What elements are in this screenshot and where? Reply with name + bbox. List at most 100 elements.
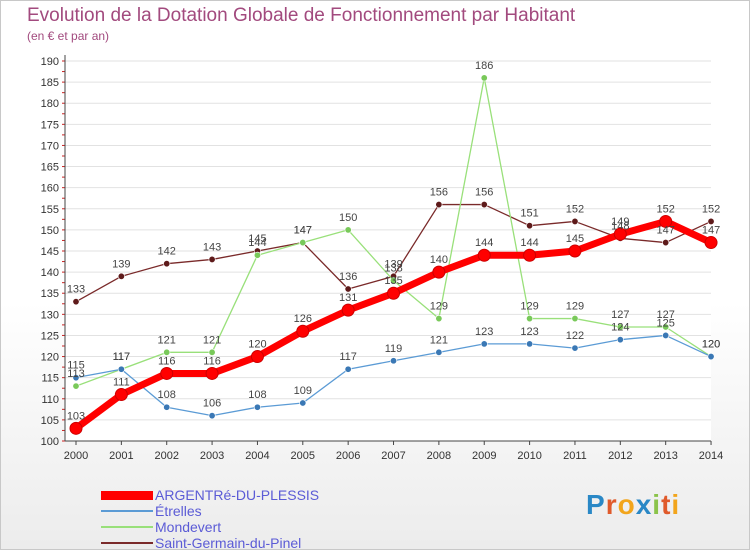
x-tick-label: 2006	[336, 450, 360, 462]
data-label-2: 129	[430, 301, 448, 313]
data-point-1	[616, 336, 624, 344]
data-label-1: 108	[158, 389, 176, 401]
data-label-2: 121	[158, 334, 176, 346]
data-label-3: 139	[112, 258, 130, 270]
data-label-3: 143	[203, 241, 221, 253]
y-tick-label: 145	[41, 246, 59, 258]
legend-label: ARGENTRé-DU-PLESSIS	[155, 487, 320, 503]
data-label-3: 136	[339, 271, 357, 283]
data-point-2	[163, 348, 171, 356]
data-label-0: 120	[248, 339, 266, 351]
data-point-0	[704, 236, 718, 250]
x-tick-label: 2014	[699, 450, 723, 462]
data-point-2	[571, 315, 579, 323]
data-point-0	[69, 421, 83, 435]
y-tick-label: 155	[41, 204, 59, 216]
data-label-1: 117	[339, 351, 357, 363]
data-label-3: 156	[430, 187, 448, 199]
data-label-1: 115	[67, 360, 85, 372]
data-label-2: 186	[475, 60, 493, 72]
data-label-0: 126	[294, 313, 312, 325]
data-label-1: 125	[657, 317, 675, 329]
data-label-2: 127	[611, 309, 629, 321]
line-chart: 100 105 110 115 120 125 130 135 140 145 150 155 160 1…	[41, 55, 723, 462]
data-point-1	[208, 412, 216, 420]
data-label-1: 108	[248, 389, 266, 401]
data-label-0: 111	[113, 377, 130, 389]
y-tick-label: 100	[41, 436, 59, 448]
data-point-3	[662, 239, 670, 247]
data-label-1: 106	[203, 398, 221, 410]
data-point-0	[613, 227, 627, 241]
data-label-0: 131	[339, 292, 357, 304]
data-label-2: 113	[67, 368, 85, 380]
data-point-0	[523, 248, 537, 262]
data-point-2	[253, 251, 261, 259]
x-tick-label: 2010	[517, 450, 541, 462]
x-tick-label: 2001	[109, 450, 133, 462]
data-point-0	[477, 248, 491, 262]
legend: ARGENTRé-DU-PLESSIS Étrelles Mondevert Sain…	[101, 487, 319, 551]
x-tick-label: 2011	[563, 450, 587, 462]
data-label-3: 147	[657, 225, 675, 237]
legend-swatch	[101, 490, 153, 500]
legend-label: Étrelles	[155, 503, 202, 519]
data-label-0: 147	[702, 225, 720, 237]
data-label-1: 123	[475, 326, 493, 338]
y-tick-label: 170	[41, 140, 59, 152]
data-label-2: 127	[657, 309, 675, 321]
data-label-2: 150	[339, 212, 357, 224]
data-label-3: 148	[611, 220, 629, 232]
data-label-3: 145	[248, 233, 266, 245]
data-point-0	[341, 303, 355, 317]
data-label-0: 145	[566, 233, 584, 245]
data-point-3	[435, 201, 443, 209]
data-label-1: 117	[113, 351, 131, 363]
data-point-0	[432, 265, 446, 279]
data-point-2	[208, 348, 216, 356]
x-tick-label: 2012	[608, 450, 632, 462]
data-label-3: 139	[384, 258, 402, 270]
chart-subtitle: (en € et par an)	[27, 29, 110, 43]
data-point-0	[160, 366, 174, 380]
data-point-2	[526, 315, 534, 323]
data-point-0	[296, 324, 310, 338]
data-label-1: 119	[385, 343, 403, 355]
proxiti-logo: Proxiti	[586, 489, 681, 520]
x-tick-label: 2005	[291, 450, 315, 462]
y-tick-label: 135	[41, 288, 59, 300]
data-label-0: 116	[203, 355, 221, 367]
x-tick-label: 2013	[653, 450, 677, 462]
data-label-0: 144	[475, 237, 493, 249]
data-point-1	[662, 331, 670, 339]
y-tick-label: 110	[41, 394, 59, 406]
y-tick-label: 150	[41, 225, 59, 237]
data-point-1	[526, 340, 534, 348]
data-label-0: 103	[67, 410, 85, 422]
y-tick-label: 190	[41, 56, 59, 68]
data-label-0: 149	[611, 216, 629, 228]
data-point-1	[480, 340, 488, 348]
legend-swatch	[101, 526, 153, 528]
y-tick-label: 180	[41, 98, 59, 110]
data-label-2: 117	[113, 351, 131, 363]
data-point-2	[616, 323, 624, 331]
data-label-3: 133	[67, 284, 85, 296]
data-point-3	[163, 260, 171, 268]
x-tick-label: 2009	[472, 450, 496, 462]
data-point-2	[390, 277, 398, 285]
data-label-1: 109	[294, 385, 312, 397]
data-label-3: 151	[520, 208, 538, 220]
data-point-2	[72, 382, 80, 390]
legend-item: Étrelles	[101, 503, 319, 519]
data-point-1	[253, 403, 261, 411]
data-point-0	[387, 286, 401, 300]
data-label-3: 147	[294, 225, 312, 237]
data-label-3: 142	[158, 246, 176, 258]
data-label-1: 121	[430, 334, 448, 346]
data-point-0	[250, 350, 264, 364]
data-point-0	[114, 388, 128, 402]
data-label-0: 116	[158, 355, 176, 367]
data-point-2	[344, 226, 352, 234]
